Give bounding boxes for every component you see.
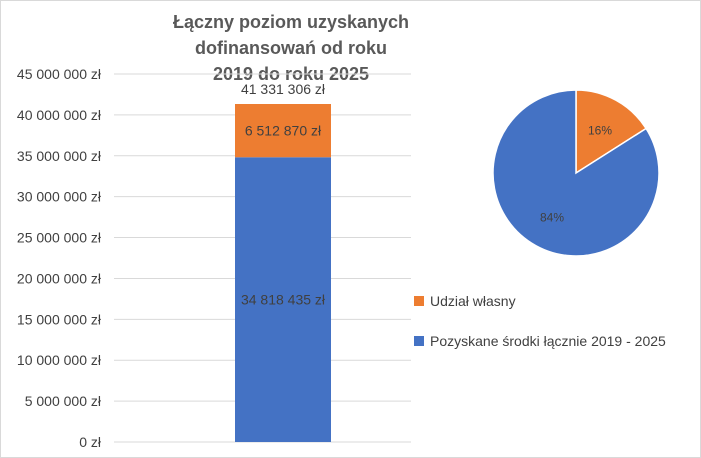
- y-tick-label: 40 000 000 zł: [17, 107, 102, 123]
- pie-slice-label-1: 84%: [540, 211, 564, 225]
- pie-slice-label-0: 16%: [588, 123, 612, 137]
- chart-title-line-1: Łączny poziom uzyskanych dofinansowań od…: [172, 12, 410, 58]
- y-tick-label: 35 000 000 zł: [17, 148, 102, 164]
- bar-total-label: 41 331 306 zł: [241, 81, 326, 97]
- y-tick-label: 15 000 000 zł: [17, 311, 102, 327]
- y-tick-label: 30 000 000 zł: [17, 189, 102, 205]
- legend-item-funding: Pozyskane środki łącznie 2019 - 2025: [414, 333, 666, 349]
- bar-segment-0: [235, 157, 331, 442]
- y-tick-label: 5 000 000 zł: [25, 393, 102, 409]
- pie-slice-0: [575, 89, 648, 175]
- pie-slice-1: [492, 89, 660, 257]
- legend-swatch-funding: [414, 336, 424, 346]
- y-tick-label: 10 000 000 zł: [17, 352, 102, 368]
- bar-segment-1: [235, 104, 331, 158]
- chart-title: Łączny poziom uzyskanych dofinansowań od…: [111, 9, 471, 87]
- legend-label-funding: Pozyskane środki łącznie 2019 - 2025: [430, 333, 666, 349]
- bar-segment-label-1: 6 512 870 zł: [245, 123, 322, 139]
- y-tick-label: 45 000 000 zł: [17, 66, 102, 82]
- y-tick-label: 0 zł: [79, 434, 102, 450]
- legend-label-own-share: Udział własny: [430, 293, 516, 309]
- y-tick-label: 25 000 000 zł: [17, 230, 102, 246]
- bar-segment-label-0: 34 818 435 zł: [241, 292, 326, 308]
- y-tick-label: 20 000 000 zł: [17, 270, 102, 286]
- legend-item-own-share: Udział własny: [414, 293, 516, 309]
- legend-swatch-own-share: [414, 296, 424, 306]
